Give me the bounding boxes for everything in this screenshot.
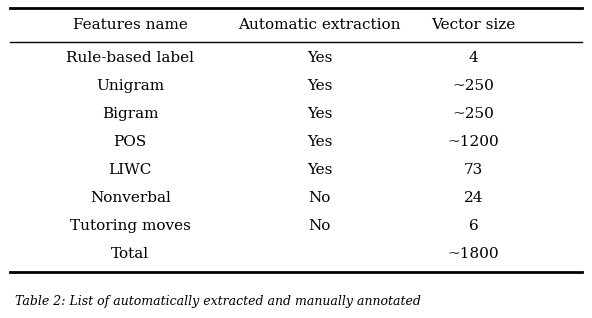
Text: Yes: Yes: [307, 107, 332, 121]
Text: ~1200: ~1200: [448, 135, 500, 149]
Text: Bigram: Bigram: [102, 107, 159, 121]
Text: POS: POS: [114, 135, 147, 149]
Text: 6: 6: [469, 219, 478, 233]
Text: Yes: Yes: [307, 163, 332, 177]
Text: Yes: Yes: [307, 79, 332, 93]
Text: No: No: [308, 219, 331, 233]
Text: Yes: Yes: [307, 51, 332, 65]
Text: Yes: Yes: [307, 135, 332, 149]
Text: Unigram: Unigram: [96, 79, 165, 93]
Text: 24: 24: [464, 191, 483, 205]
Text: Table 2: List of automatically extracted and manually annotated: Table 2: List of automatically extracted…: [15, 295, 421, 308]
Text: No: No: [308, 191, 331, 205]
Text: 4: 4: [469, 51, 478, 65]
Text: Features name: Features name: [73, 18, 188, 32]
Text: ~250: ~250: [453, 107, 494, 121]
Text: ~1800: ~1800: [448, 247, 500, 261]
Text: LIWC: LIWC: [108, 163, 152, 177]
Text: 73: 73: [464, 163, 483, 177]
Text: Rule-based label: Rule-based label: [66, 51, 194, 65]
Text: ~250: ~250: [453, 79, 494, 93]
Text: Total: Total: [111, 247, 149, 261]
Text: Tutoring moves: Tutoring moves: [70, 219, 191, 233]
Text: Nonverbal: Nonverbal: [90, 191, 170, 205]
Text: Automatic extraction: Automatic extraction: [239, 18, 401, 32]
Text: Vector size: Vector size: [432, 18, 516, 32]
